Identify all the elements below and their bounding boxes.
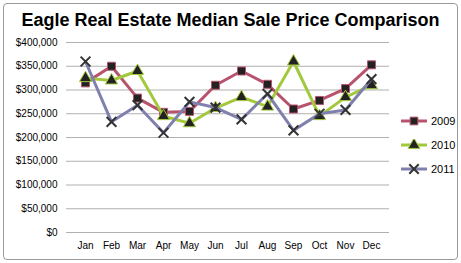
svg-text:$50,000: $50,000 (21, 203, 58, 214)
svg-text:Jan: Jan (77, 240, 93, 251)
svg-text:$400,000: $400,000 (16, 37, 58, 48)
svg-text:Aug: Aug (259, 240, 277, 251)
svg-text:Oct: Oct (312, 240, 328, 251)
svg-text:Jun: Jun (207, 240, 223, 251)
html-text:Eagle Real Estate Median Sale: Eagle Real Estate Median Sale Price Comp… (21, 10, 440, 30)
html-text:2011: 2011 (431, 163, 455, 175)
svg-text:$250,000: $250,000 (16, 108, 58, 119)
svg-text:$100,000: $100,000 (16, 179, 58, 190)
svg-text:Apr: Apr (156, 240, 172, 251)
svg-text:Jul: Jul (235, 240, 248, 251)
html-text:2009: 2009 (431, 115, 456, 127)
svg-text:Mar: Mar (129, 240, 147, 251)
svg-text:$350,000: $350,000 (16, 60, 58, 71)
svg-text:$0: $0 (46, 227, 58, 238)
svg-text:Nov: Nov (337, 240, 355, 251)
svg-text:$300,000: $300,000 (16, 84, 58, 95)
svg-text:$200,000: $200,000 (16, 132, 58, 143)
svg-text:Sep: Sep (285, 240, 303, 251)
svg-text:Feb: Feb (103, 240, 121, 251)
svg-text:$150,000: $150,000 (16, 155, 58, 166)
html-text:2010: 2010 (431, 139, 456, 151)
svg-text:May: May (180, 240, 199, 251)
svg-text:Dec: Dec (363, 240, 381, 251)
